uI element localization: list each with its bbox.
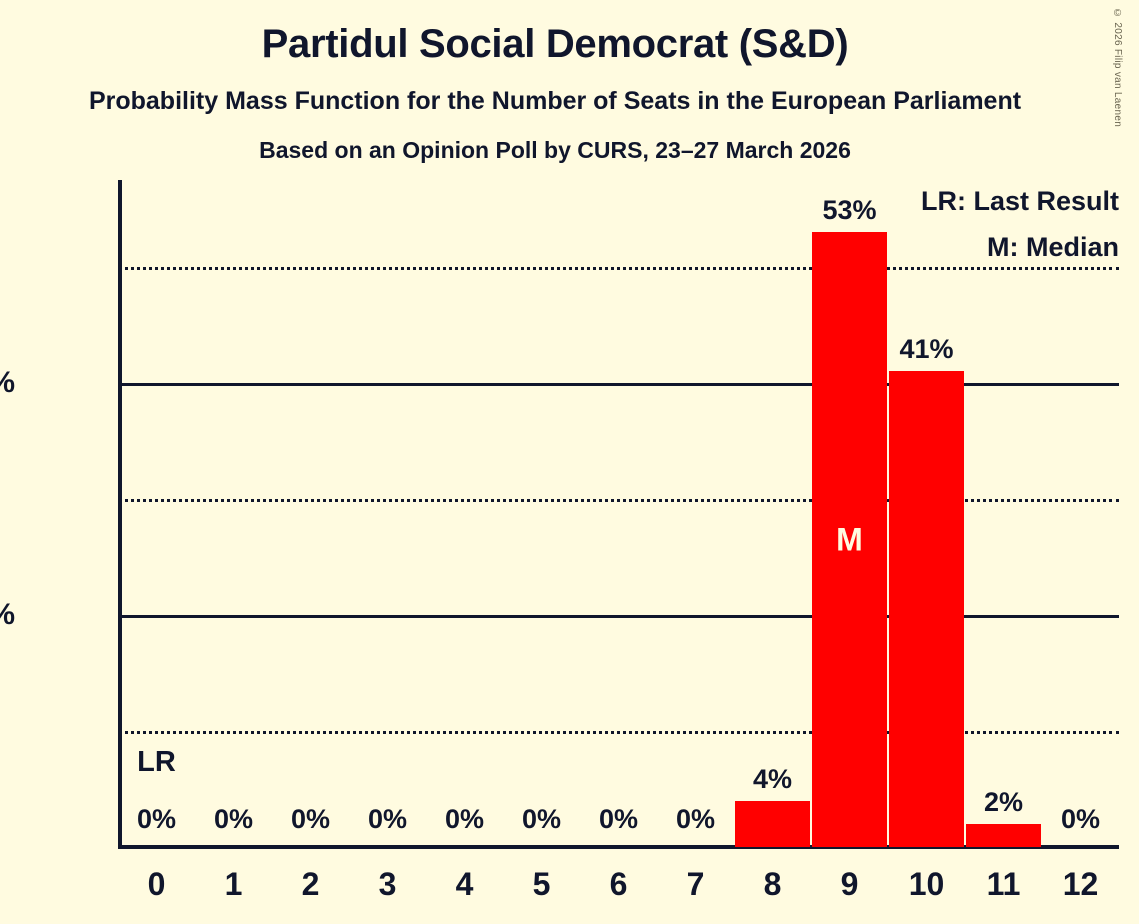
bar-value-label-2: 0% <box>290 804 331 834</box>
x-axis-tick-2: 2 <box>301 866 320 902</box>
x-axis-tick-6: 6 <box>609 866 628 902</box>
bar-value-label-3: 0% <box>367 804 408 834</box>
bar-seat-8[interactable] <box>735 800 810 847</box>
legend-last-result: LR: Last Result <box>920 186 1119 216</box>
bar-seat-9[interactable] <box>812 232 887 847</box>
bar-value-label-1: 0% <box>213 804 254 834</box>
bar-value-label-0: 0% <box>136 804 177 834</box>
bar-seat-11[interactable] <box>966 823 1041 847</box>
bar-value-label-7: 0% <box>675 804 716 834</box>
legend-median: M: Median <box>987 232 1119 262</box>
y-axis-tick-label: 20% <box>0 598 15 632</box>
last-result-marker: LR <box>137 746 176 778</box>
chart-source-line: Based on an Opinion Poll by CURS, 23–27 … <box>259 137 851 163</box>
copyright-notice: © 2026 Filip van Laenen <box>1112 8 1123 128</box>
gridline-50pct <box>118 267 1119 270</box>
y-axis-tick-label: 40% <box>0 366 15 400</box>
page-title: Partidul Social Democrat (S&D) <box>261 22 849 66</box>
x-axis-tick-4: 4 <box>455 866 474 902</box>
x-axis-tick-1: 1 <box>224 866 243 902</box>
bar-value-label-12: 0% <box>1060 804 1101 834</box>
bar-value-label-10: 41% <box>899 334 954 365</box>
x-axis-tick-3: 3 <box>378 866 397 902</box>
bar-value-label-9: 53% <box>822 195 877 226</box>
x-axis-tick-7: 7 <box>686 866 705 902</box>
x-axis-tick-9: 9 <box>840 866 859 902</box>
x-axis-tick-8: 8 <box>763 866 782 902</box>
bar-value-label-6: 0% <box>598 804 639 834</box>
bar-value-label-8: 4% <box>752 763 793 794</box>
gridline-20pct <box>118 615 1119 618</box>
gridline-40pct <box>118 383 1119 386</box>
x-axis-tick-12: 12 <box>1062 866 1099 902</box>
x-axis-tick-5: 5 <box>532 866 551 902</box>
plot-area <box>118 180 1119 849</box>
x-axis-tick-11: 11 <box>986 866 1021 902</box>
gridline-30pct <box>118 499 1119 502</box>
bar-value-label-11: 2% <box>983 786 1024 817</box>
x-axis-tick-0: 0 <box>147 866 166 902</box>
gridline-10pct <box>118 731 1119 734</box>
y-axis-line <box>118 180 122 847</box>
bar-value-label-4: 0% <box>444 804 485 834</box>
x-axis-tick-10: 10 <box>908 866 945 902</box>
median-marker: M <box>836 521 863 558</box>
bar-seat-10[interactable] <box>889 371 964 847</box>
bar-value-label-5: 0% <box>521 804 562 834</box>
chart-subtitle: Probability Mass Function for the Number… <box>88 87 1022 115</box>
x-axis-line <box>118 845 1119 849</box>
